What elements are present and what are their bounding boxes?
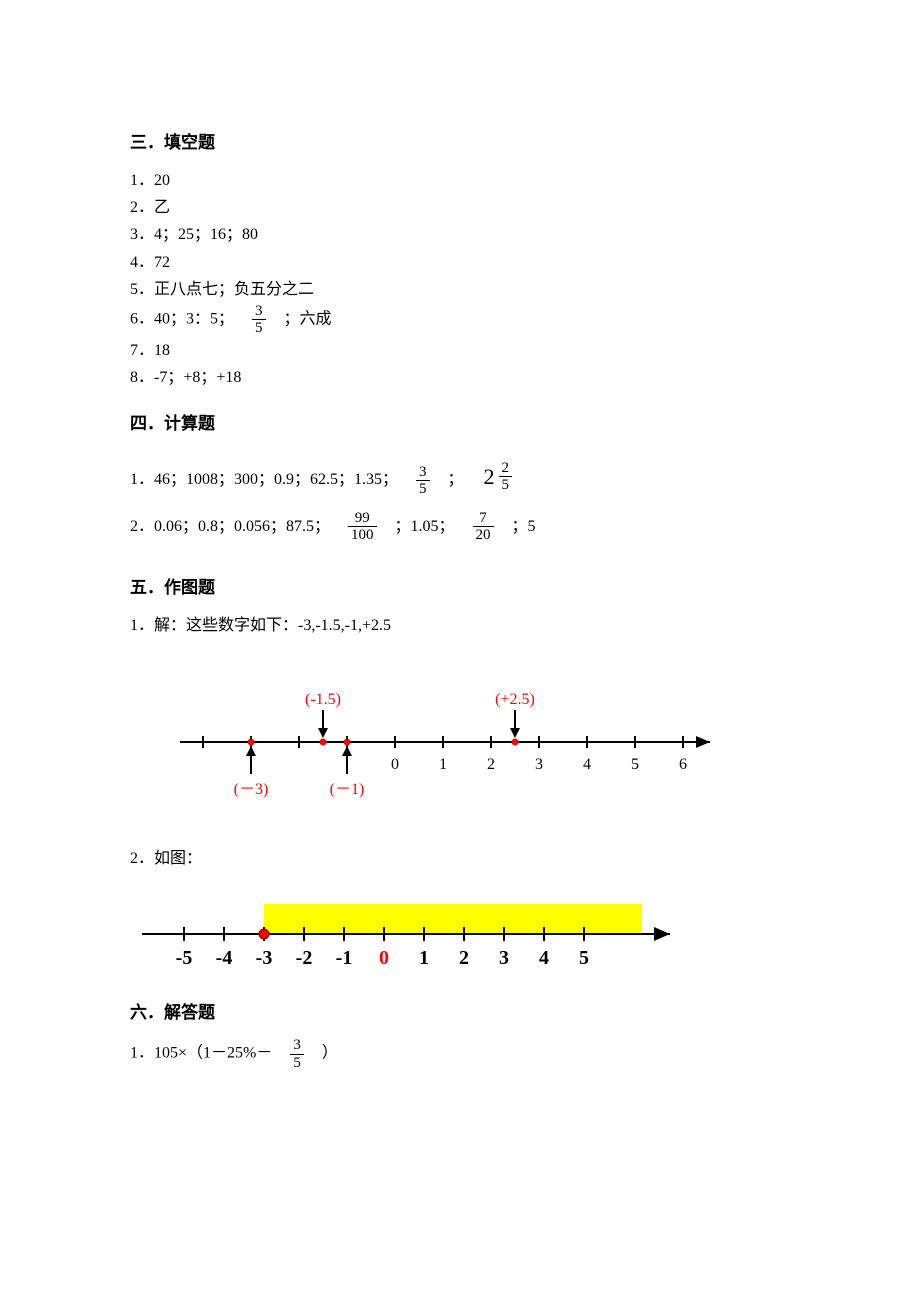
fill-answer-1: 1．20 [130, 167, 790, 194]
svg-text:2: 2 [487, 756, 495, 773]
number-line-1-wrap: 0 1 2 3 4 5 6 (－3) (-1.5) (－1) (+2.5) [170, 657, 790, 827]
svg-text:2: 2 [459, 947, 469, 969]
calc1-pre: 1．46；1008；300；0.9；62.5；1.35； [130, 471, 398, 488]
svg-text:-5: -5 [176, 947, 193, 969]
frac-num: 3 [290, 1037, 304, 1055]
page: 三．填空题 1．20 2．乙 3．4；25；16；80 4．72 5．正八点七；… [0, 0, 920, 1131]
frac-den: 5 [499, 477, 513, 494]
section-5-title: 五．作图题 [130, 573, 790, 598]
svg-text:-4: -4 [216, 947, 233, 969]
fraction-7-20: 7 20 [473, 510, 494, 544]
fill-6-pre: 6．40；3：5； [130, 311, 234, 328]
draw-q1-text: 1．解：这些数字如下：-3,-1.5,-1,+2.5 [130, 612, 790, 639]
frac-num: 3 [416, 464, 430, 482]
solve-q1-post: ） [322, 1045, 338, 1062]
solve-q1: 1．105×（1－25%－ 3 5 ） [130, 1037, 790, 1071]
svg-text:3: 3 [535, 756, 543, 773]
calc2-pre: 2．0.06；0.8；0.056；87.5； [130, 518, 330, 535]
fill-answer-2: 2．乙 [130, 194, 790, 221]
svg-text:4: 4 [583, 756, 591, 773]
svg-text:0: 0 [379, 947, 389, 969]
number-line-1: 0 1 2 3 4 5 6 (－3) (-1.5) (－1) (+2.5) [170, 657, 730, 827]
svg-text:5: 5 [579, 947, 589, 969]
svg-text:1: 1 [439, 756, 447, 773]
svg-text:-1: -1 [336, 947, 353, 969]
fill-answer-5: 5．正八点七；负五分之二 [130, 276, 790, 303]
frac-den: 100 [348, 527, 377, 544]
frac-num: 7 [473, 510, 494, 528]
mixed-whole: 2 [484, 448, 495, 505]
svg-text:3: 3 [499, 947, 509, 969]
svg-text:6: 6 [679, 756, 687, 773]
svg-text:(－3): (－3) [234, 781, 269, 798]
calc1-sep: ； [448, 471, 464, 488]
svg-text:-2: -2 [296, 947, 313, 969]
fraction-3-5-b: 3 5 [416, 464, 430, 498]
calc2-mid1: ；1.05； [395, 518, 455, 535]
calc-row-2: 2．0.06；0.8；0.056；87.5； 99 100 ；1.05； 7 2… [130, 506, 790, 548]
fill-answer-7: 7．18 [130, 337, 790, 364]
mixed-2-2-5: 2 2 5 [484, 448, 515, 505]
section-3-title: 三．填空题 [130, 128, 790, 153]
fraction-3-5-c: 3 5 [290, 1037, 304, 1071]
svg-text:(+2.5): (+2.5) [495, 691, 535, 708]
svg-text:0: 0 [391, 756, 399, 773]
fraction-3-5: 3 5 [252, 303, 266, 337]
number-line-2-wrap: -5 -4 -3 -2 -1 0 1 2 3 4 5 [130, 890, 790, 980]
section-4-title: 四．计算题 [130, 409, 790, 434]
calc-row-1: 1．46；1008；300；0.9；62.5；1.35； 3 5 ； 2 2 5 [130, 448, 790, 505]
fraction-99-100: 99 100 [348, 510, 377, 544]
number-line-2: -5 -4 -3 -2 -1 0 1 2 3 4 5 [130, 890, 690, 980]
frac-num: 3 [252, 303, 266, 321]
mixed-frac: 2 5 [499, 460, 513, 494]
solve-q1-pre: 1．105×（1－25%－ [130, 1045, 272, 1062]
svg-text:1: 1 [419, 947, 429, 969]
frac-num: 99 [348, 510, 377, 528]
frac-num: 2 [499, 460, 513, 478]
calc2-mid2: ；5 [512, 518, 536, 535]
draw-q2-text: 2．如图： [130, 845, 790, 872]
svg-text:5: 5 [631, 756, 639, 773]
svg-text:(-1.5): (-1.5) [305, 691, 341, 708]
fill-answer-8: 8．-7；+8；+18 [130, 364, 790, 391]
fill-answer-6: 6．40；3：5； 3 5 ；六成 [130, 303, 790, 337]
frac-den: 20 [473, 527, 494, 544]
fill-answer-4: 4．72 [130, 249, 790, 276]
frac-den: 5 [290, 1055, 304, 1072]
svg-text:4: 4 [539, 947, 549, 969]
fill-answer-3: 3．4；25；16；80 [130, 221, 790, 248]
section-6-title: 六．解答题 [130, 998, 790, 1023]
frac-den: 5 [252, 320, 266, 337]
svg-text:-3: -3 [256, 947, 273, 969]
svg-text:(－1): (－1) [330, 781, 365, 798]
frac-den: 5 [416, 481, 430, 498]
fill-6-post: ；六成 [284, 311, 332, 328]
